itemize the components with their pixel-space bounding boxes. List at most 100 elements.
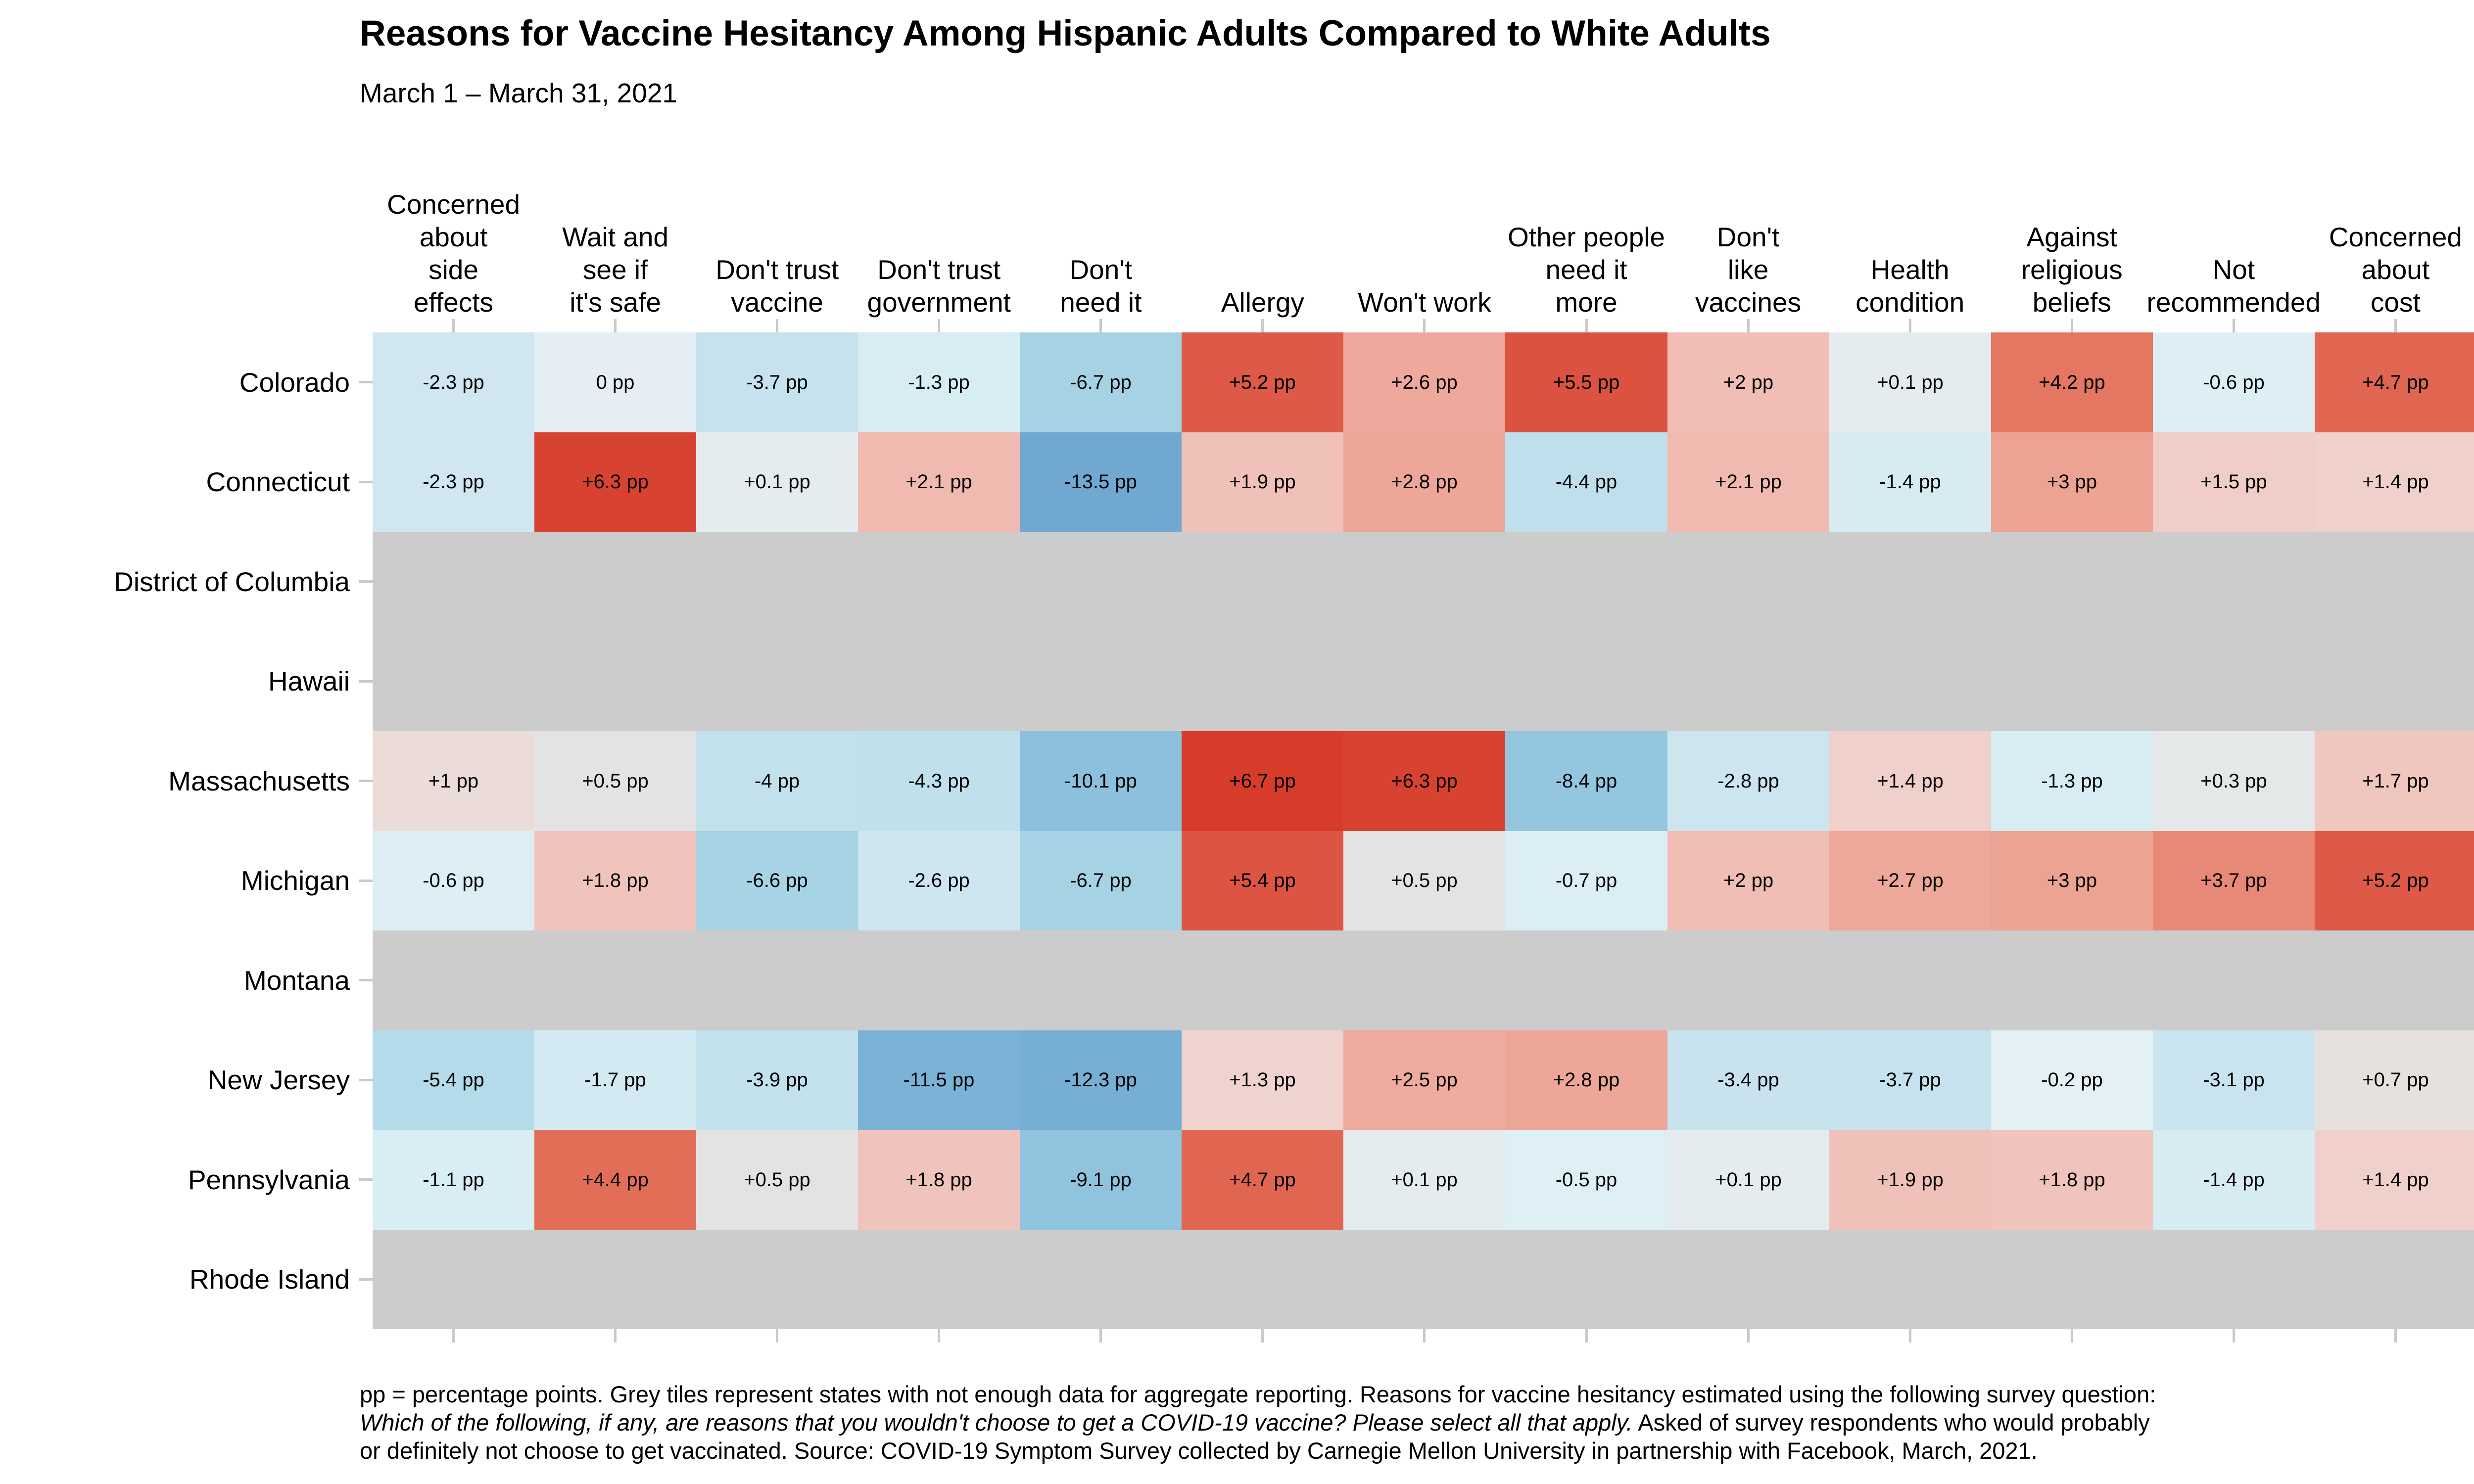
column-header: Don't need it bbox=[963, 253, 1238, 319]
heatmap-cell bbox=[1991, 632, 2153, 731]
heatmap-cell bbox=[2153, 930, 2315, 1030]
heatmap-cell bbox=[1991, 532, 2153, 632]
heatmap-cell: -1.3 pp bbox=[1991, 731, 2153, 831]
column-header-line: Concerned bbox=[386, 189, 521, 220]
heatmap-cell bbox=[1829, 930, 1991, 1030]
tick-mark bbox=[614, 1329, 617, 1343]
column-header-line: Concerned bbox=[2329, 222, 2462, 252]
heatmap-cell bbox=[534, 1230, 696, 1329]
tick-mark bbox=[359, 1079, 373, 1081]
heatmap-cell bbox=[1182, 632, 1343, 731]
heatmap-cell bbox=[858, 532, 1020, 632]
tick-mark bbox=[2394, 319, 2397, 332]
column-header-line: Don't bbox=[1716, 222, 1780, 252]
heatmap-cell: +1.4 pp bbox=[1829, 731, 1991, 831]
column-header-line: Wait and bbox=[562, 222, 669, 252]
heatmap-cell bbox=[2153, 532, 2315, 632]
heatmap-cell: +6.7 pp bbox=[1182, 731, 1343, 831]
tick-mark bbox=[452, 319, 455, 332]
heatmap-cell: -4.3 pp bbox=[858, 731, 1020, 831]
heatmap-cell bbox=[696, 532, 858, 632]
footnote-line: or definitely not choose to get vaccinat… bbox=[360, 1437, 2474, 1465]
heatmap-cell: +1.9 pp bbox=[1829, 1130, 1991, 1230]
heatmap-cell: +4.7 pp bbox=[1182, 1130, 1343, 1230]
tick-mark bbox=[1909, 319, 1911, 332]
tick-mark bbox=[2233, 319, 2235, 332]
tick-mark bbox=[452, 1329, 455, 1343]
heatmap-cell: -0.7 pp bbox=[1505, 831, 1667, 930]
heatmap-cell: -5.4 pp bbox=[373, 1030, 534, 1130]
heatmap-cell: +5.2 pp bbox=[2315, 831, 2474, 930]
heatmap-cell bbox=[1667, 532, 1829, 632]
heatmap-cell: -3.1 pp bbox=[2153, 1030, 2315, 1130]
row-label: Michigan bbox=[240, 865, 350, 896]
heatmap-cell bbox=[1020, 532, 1182, 632]
heatmap-cell: +1.8 pp bbox=[534, 831, 696, 930]
tick-mark bbox=[776, 319, 778, 332]
heatmap-cell: -2.8 pp bbox=[1667, 731, 1829, 831]
row-label: Connecticut bbox=[206, 466, 350, 498]
heatmap-cell bbox=[2315, 532, 2474, 632]
heatmap-cell bbox=[1182, 1230, 1343, 1329]
tick-mark bbox=[1423, 1329, 1426, 1343]
column-header: Wait and see if it's safe bbox=[478, 221, 753, 319]
row-label: District of Columbia bbox=[114, 566, 350, 597]
heatmap-cell: -13.5 pp bbox=[1020, 432, 1182, 532]
heatmap-cell: -10.1 pp bbox=[1020, 731, 1182, 831]
tick-mark bbox=[938, 1329, 940, 1343]
heatmap-cell bbox=[534, 532, 696, 632]
heatmap-cell bbox=[1829, 632, 1991, 731]
column-header-line: cost bbox=[2370, 287, 2421, 318]
tick-mark bbox=[614, 319, 617, 332]
page-title: Reasons for Vaccine Hesitancy Among Hisp… bbox=[360, 13, 1771, 53]
column-header-line: need it bbox=[1060, 287, 1142, 318]
heatmap-cell: +2.1 pp bbox=[1667, 432, 1829, 532]
heatmap-cell: +1.3 pp bbox=[1182, 1030, 1343, 1130]
heatmap-cell: -6.7 pp bbox=[1020, 831, 1182, 930]
heatmap-cell: +1.9 pp bbox=[1182, 432, 1343, 532]
heatmap-cell bbox=[1182, 532, 1343, 632]
heatmap-cell: -0.6 pp bbox=[2153, 332, 2315, 432]
row-label: Montana bbox=[243, 965, 350, 996]
heatmap-cell: +4.7 pp bbox=[2315, 332, 2474, 432]
column-header-line: Don't trust bbox=[877, 254, 1001, 285]
row-label: Rhode Island bbox=[189, 1264, 350, 1295]
heatmap-cell: -3.4 pp bbox=[1667, 1030, 1829, 1130]
heatmap-cell: -1.4 pp bbox=[2153, 1130, 2315, 1230]
heatmap-cell bbox=[1829, 532, 1991, 632]
heatmap-cell bbox=[1343, 632, 1505, 731]
heatmap-cell: +0.5 pp bbox=[1343, 831, 1505, 930]
heatmap-cell bbox=[1343, 532, 1505, 632]
heatmap-cell: +3 pp bbox=[1991, 831, 2153, 930]
footnote-survey-question: Which of the following, if any, are reas… bbox=[360, 1409, 1633, 1436]
tick-mark bbox=[1747, 319, 1750, 332]
heatmap-cell: +4.4 pp bbox=[534, 1130, 696, 1230]
column-header-line: beliefs bbox=[2032, 287, 2111, 318]
column-header: Concerned about side effects bbox=[316, 188, 591, 319]
column-header: Don't like vaccines bbox=[1611, 221, 1886, 319]
heatmap-cell: +1.7 pp bbox=[2315, 731, 2474, 831]
heatmap-cell: +5.4 pp bbox=[1182, 831, 1343, 930]
heatmap-cell bbox=[1505, 930, 1667, 1030]
footnote-text: pp = percentage points. Grey tiles repre… bbox=[360, 1381, 2156, 1407]
heatmap-cell: +2.8 pp bbox=[1343, 432, 1505, 532]
heatmap-cell bbox=[373, 632, 534, 731]
heatmap-cell: -1.1 pp bbox=[373, 1130, 534, 1230]
column-header-line: Not bbox=[2212, 254, 2255, 285]
heatmap-cell: -11.5 pp bbox=[858, 1030, 1020, 1130]
column-header-line: side bbox=[428, 254, 478, 285]
heatmap-cell: +4.2 pp bbox=[1991, 332, 2153, 432]
tick-mark bbox=[2071, 1329, 2073, 1343]
row-label: Massachusetts bbox=[168, 765, 350, 796]
column-header-line: recommended bbox=[2146, 287, 2321, 318]
column-header-line: Other people bbox=[1508, 222, 1665, 252]
column-header: Health condition bbox=[1772, 253, 2047, 319]
column-header: Other people need it more bbox=[1449, 221, 1724, 319]
column-header: Concerned about cost bbox=[2258, 221, 2474, 319]
tick-mark bbox=[359, 381, 373, 383]
heatmap-cell bbox=[373, 1230, 534, 1329]
heatmap-cell: -2.6 pp bbox=[858, 831, 1020, 930]
row-label: Pennsylvania bbox=[188, 1164, 350, 1195]
tick-mark bbox=[1099, 1329, 1102, 1343]
